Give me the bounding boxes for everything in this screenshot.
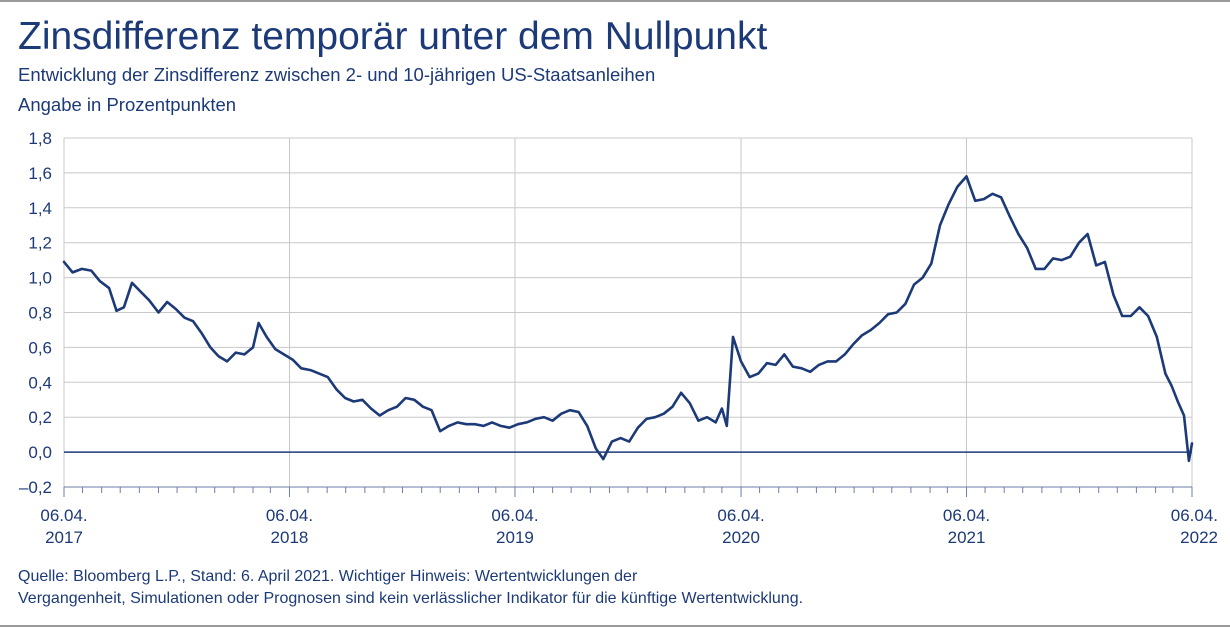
- x-tick-label-date: 06.04.: [40, 506, 87, 525]
- bottom-border: [0, 625, 1230, 627]
- x-tick-label-year: 2020: [722, 528, 760, 547]
- axes: –0,2 0,0 0,2 0,4 0,6 0,8 1,0 1,2 1,4 1,6 1,8 06.04.…: [19, 129, 1218, 547]
- y-tick-label: 0,4: [28, 373, 52, 392]
- grid: [63, 137, 1193, 488]
- y-tick-label: 0,0: [28, 443, 52, 462]
- y-tick-label: 0,2: [28, 408, 52, 427]
- x-tick-label-date: 06.04.: [266, 506, 313, 525]
- chart-title: Zinsdifferenz temporär unter dem Nullpun…: [18, 15, 768, 58]
- x-tick-label-date: 06.04.: [943, 506, 990, 525]
- x-tick-label-year: 2019: [496, 528, 534, 547]
- y-tick-label: 1,8: [28, 129, 52, 148]
- x-tick-label-year: 2018: [271, 528, 309, 547]
- x-tick-label-date: 06.04.: [1171, 506, 1218, 525]
- unit-label: Angabe in Prozentpunkten: [18, 94, 237, 115]
- x-tick-label-year: 2017: [45, 528, 83, 547]
- line-chart: –0,2 0,0 0,2 0,4 0,6 0,8 1,0 1,2 1,4 1,6 1,8 06.04.…: [19, 129, 1218, 547]
- top-border: [0, 0, 1230, 2]
- y-tick-label: 0,6: [28, 338, 52, 357]
- footnote-line-2: Vergangenheit, Simulationen oder Prognos…: [18, 590, 804, 607]
- x-tick-label-year: 2022: [1180, 528, 1218, 547]
- y-tick-label: 1,0: [28, 269, 52, 288]
- chart-subtitle: Entwicklung der Zinsdifferenz zwischen 2…: [18, 64, 656, 85]
- y-tick-label: 1,6: [28, 164, 52, 183]
- x-tick-label-year: 2021: [948, 528, 986, 547]
- series: [62, 175, 1194, 463]
- series-line: [62, 175, 1194, 463]
- y-tick-label: 0,8: [28, 304, 52, 323]
- y-tick-label: –0,2: [19, 478, 52, 497]
- footnote-line-1: Quelle: Bloomberg L.P., Stand: 6. April …: [18, 568, 638, 585]
- y-tick-label: 1,2: [28, 234, 52, 253]
- y-tick-label: 1,4: [28, 199, 52, 218]
- x-tick-label-date: 06.04.: [491, 506, 538, 525]
- x-tick-label-date: 06.04.: [717, 506, 764, 525]
- source-footnote: Quelle: Bloomberg L.P., Stand: 6. April …: [18, 566, 803, 610]
